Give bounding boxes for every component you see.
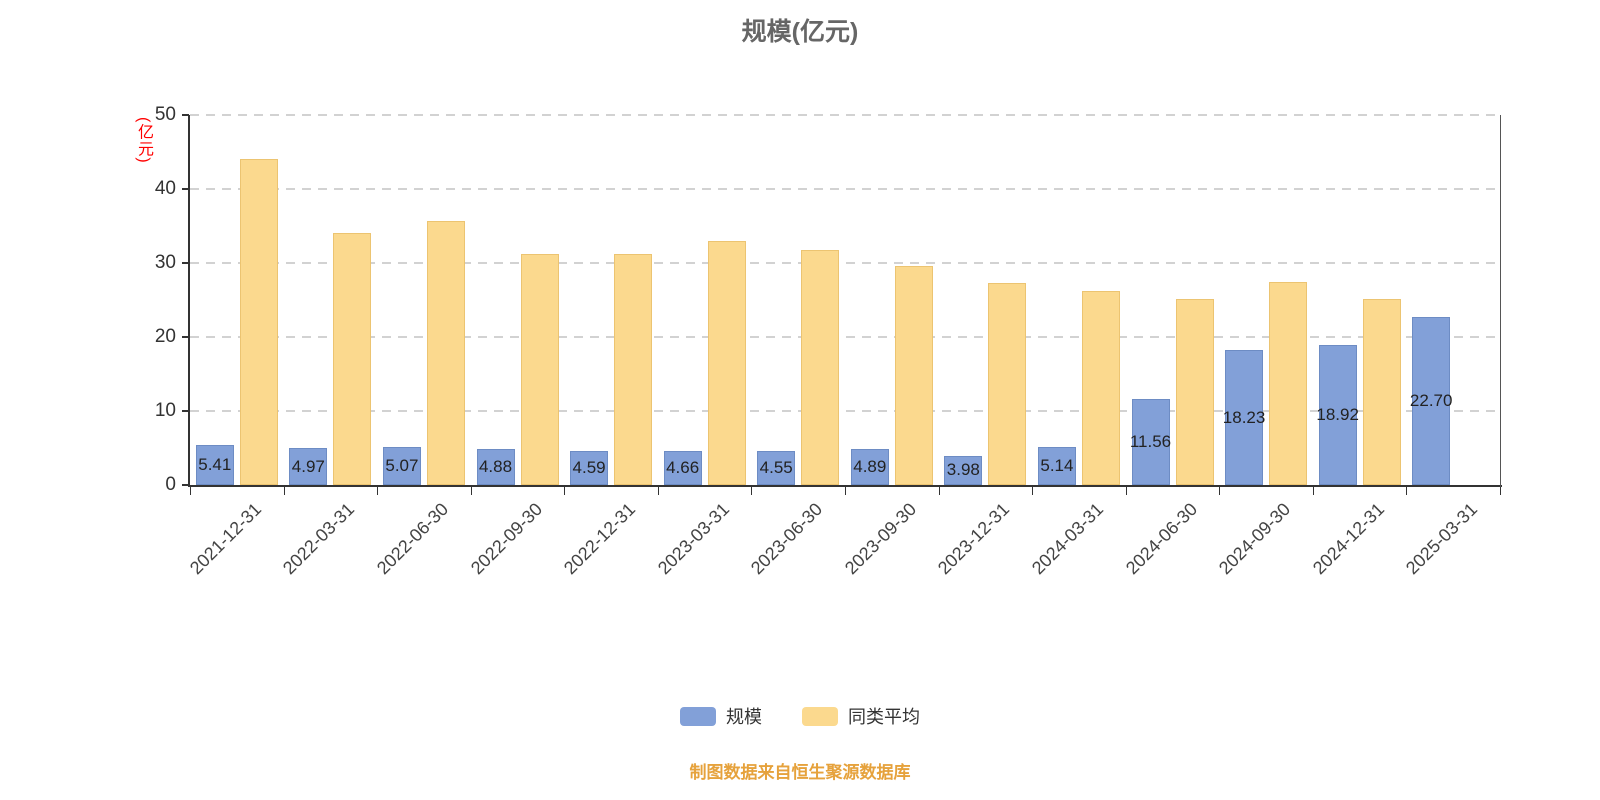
y-axis-tick xyxy=(182,262,189,264)
bar-average[interactable] xyxy=(707,240,746,485)
bar-value-label: 4.89 xyxy=(853,456,887,476)
bar-value-label: 4.66 xyxy=(666,457,700,477)
x-axis-tick xyxy=(845,487,846,495)
gridline xyxy=(190,188,1500,190)
bar-value-label: 22.70 xyxy=(1409,391,1453,410)
bar-scale[interactable] xyxy=(1037,446,1076,485)
x-axis-tick xyxy=(1500,487,1501,495)
gridline xyxy=(190,114,1500,116)
x-axis-tick xyxy=(657,487,659,495)
bar-average[interactable] xyxy=(801,250,840,485)
bar-average[interactable] xyxy=(333,233,372,485)
bar-scale[interactable] xyxy=(850,448,889,485)
x-axis-tick xyxy=(1312,487,1314,495)
x-axis-tick xyxy=(564,487,566,495)
y-axis-tick-label: 20 xyxy=(154,326,176,347)
data-source-note: 制图数据来自恒生聚源数据库 xyxy=(689,763,911,782)
bar-value-label: 18.23 xyxy=(1222,407,1266,427)
bar-scale[interactable] xyxy=(944,455,983,485)
bar-value-label: 5.07 xyxy=(385,456,419,476)
bar-scale[interactable] xyxy=(757,451,796,485)
x-axis-label: 2021-12-31 xyxy=(185,499,265,579)
bar-scale[interactable] xyxy=(570,451,609,485)
y-axis-tick xyxy=(182,410,189,412)
y-axis-tick-label: 10 xyxy=(154,400,176,421)
y-axis-tick-label: 30 xyxy=(154,252,176,273)
x-axis-tick xyxy=(938,487,940,495)
bar-scale[interactable] xyxy=(1412,317,1451,485)
x-axis-tick xyxy=(283,487,285,495)
x-axis-tick xyxy=(1125,487,1127,495)
x-axis-tick xyxy=(1032,487,1034,495)
bar-value-label: 18.92 xyxy=(1316,404,1359,424)
bar-scale[interactable] xyxy=(1131,399,1170,485)
gridline xyxy=(190,336,1500,338)
gridline xyxy=(190,262,1500,264)
bar-value-label: 4.55 xyxy=(759,458,793,478)
gridline xyxy=(190,410,1500,412)
y-axis-tick-label: 50 xyxy=(154,104,176,125)
bar-scale[interactable] xyxy=(382,447,421,485)
bar-average[interactable] xyxy=(1081,291,1120,485)
y-axis-tick xyxy=(182,188,189,190)
y-axis-tick xyxy=(182,336,189,338)
legend: 规模 同类平均 xyxy=(0,703,1600,729)
legend-item-scale[interactable]: 规模 xyxy=(680,703,762,729)
legend-label: 同类平均 xyxy=(848,707,920,727)
bar-scale[interactable] xyxy=(289,448,328,485)
bar-scale[interactable] xyxy=(195,444,234,485)
legend-swatch-scale xyxy=(680,706,716,726)
x-axis-tick xyxy=(470,487,472,495)
x-axis-tick xyxy=(1406,487,1408,495)
y-axis-unit-label: (亿元) xyxy=(135,117,152,164)
x-axis-tick xyxy=(751,487,753,495)
right-axis-line xyxy=(1500,115,1501,487)
bar-value-label: 4.88 xyxy=(478,456,513,476)
bar-value-label: 4.97 xyxy=(291,456,325,476)
x-axis-line xyxy=(188,485,1502,487)
legend-swatch-peer-average xyxy=(802,706,838,726)
y-axis-tick-label: 40 xyxy=(154,178,176,199)
x-axis-tick xyxy=(1219,487,1221,495)
bar-average[interactable] xyxy=(239,159,278,485)
y-axis-tick xyxy=(182,484,189,486)
bar-scale[interactable] xyxy=(476,448,515,485)
bar-average[interactable] xyxy=(520,254,559,485)
bar-scale[interactable] xyxy=(1318,344,1357,485)
bar-average[interactable] xyxy=(988,282,1027,485)
y-axis-tick xyxy=(182,114,189,116)
bar-value-label: 11.56 xyxy=(1129,432,1172,452)
bar-scale[interactable] xyxy=(1225,350,1264,485)
y-axis-line xyxy=(188,115,190,487)
x-axis-tick xyxy=(190,487,191,495)
bar-average[interactable] xyxy=(1175,298,1214,485)
legend-label: 规模 xyxy=(726,707,762,727)
x-axis-tick xyxy=(377,487,379,495)
y-axis-tick-label: 0 xyxy=(165,474,176,495)
bar-average[interactable] xyxy=(1362,299,1401,485)
bar-average[interactable] xyxy=(426,220,465,485)
bar-average[interactable] xyxy=(1269,281,1308,485)
bar-scale[interactable] xyxy=(663,450,702,485)
bar-average[interactable] xyxy=(894,265,933,485)
bar-value-label: 5.41 xyxy=(198,454,232,474)
bar-value-label: 5.14 xyxy=(1040,455,1074,475)
bar-average[interactable] xyxy=(614,254,653,485)
bar-value-label: 3.98 xyxy=(946,460,980,480)
legend-item-peer-average[interactable]: 同类平均 xyxy=(802,703,920,729)
chart-title: 规模(亿元) xyxy=(741,18,859,46)
bar-value-label: 4.59 xyxy=(572,458,606,478)
